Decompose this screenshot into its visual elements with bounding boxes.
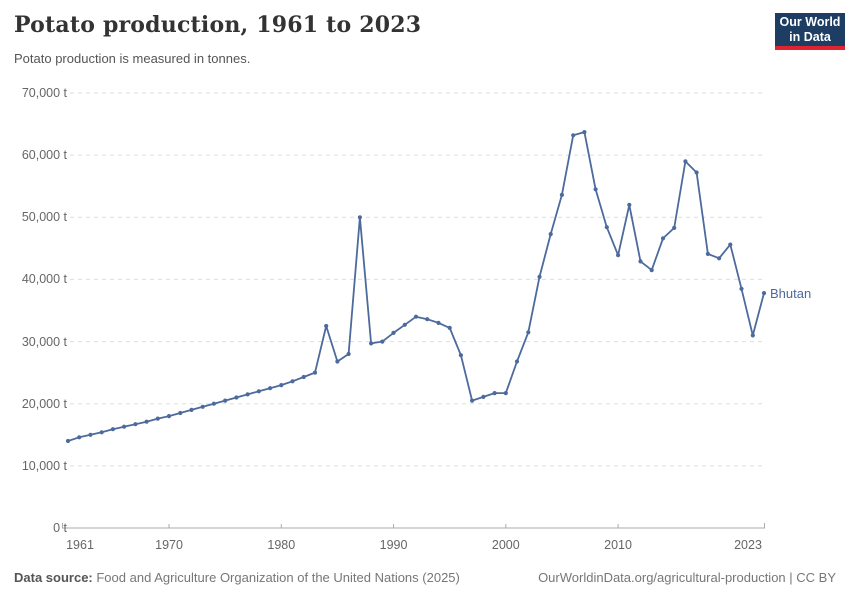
x-axis-tick-label: 2000	[491, 538, 520, 552]
data-point	[110, 427, 115, 432]
data-point	[458, 353, 463, 358]
data-source-label: Data source:	[14, 570, 93, 585]
data-point	[649, 268, 654, 273]
data-point	[638, 259, 643, 264]
data-point	[481, 394, 486, 399]
data-point	[627, 202, 632, 207]
data-point	[178, 410, 183, 416]
data-point	[537, 274, 542, 279]
data-point	[582, 130, 587, 135]
x-axis-tick-label: 1980	[267, 538, 296, 552]
entity-label-bhutan: Bhutan	[770, 286, 812, 302]
data-point	[234, 395, 239, 400]
data-point	[99, 430, 104, 435]
data-point	[514, 359, 520, 364]
data-point	[413, 314, 419, 319]
data-point	[559, 192, 565, 197]
data-point	[447, 325, 452, 330]
x-axis-tick-label: 1970	[155, 538, 183, 552]
x-axis-tick-label: 1990	[379, 538, 408, 552]
data-point	[290, 379, 295, 384]
data-line-bhutan	[67, 131, 765, 442]
data-point	[761, 291, 767, 296]
x-axis-tick-label: 1961	[66, 538, 94, 552]
data-point	[357, 215, 362, 220]
y-axis-tick-label: 20,000 t	[21, 396, 67, 411]
data-point	[470, 398, 475, 403]
data-point	[571, 133, 576, 138]
data-point	[694, 170, 699, 175]
data-point	[672, 225, 677, 230]
y-axis-tick-label: 70,000 t	[21, 86, 67, 100]
data-point	[211, 401, 216, 406]
data-point	[739, 286, 744, 291]
data-point	[526, 330, 531, 335]
data-point	[268, 386, 273, 391]
data-point	[189, 407, 194, 412]
owid-logo-line1: Our World	[779, 15, 841, 29]
data-point	[717, 256, 722, 261]
data-point	[728, 242, 733, 247]
y-axis-tick-label: 0 t	[53, 521, 67, 535]
data-point	[256, 389, 261, 394]
data-point	[660, 236, 666, 241]
x-axis-tick-label: 2010	[604, 538, 632, 552]
data-point	[223, 398, 228, 403]
y-axis-tick-label: 30,000 t	[21, 334, 67, 349]
chart-subtitle: Potato production is measured in tonnes.	[14, 51, 251, 66]
data-point	[380, 339, 385, 344]
y-axis-tick-label: 40,000 t	[21, 272, 67, 287]
data-point	[65, 438, 71, 444]
owid-citation-link[interactable]: OurWorldinData.org/agricultural-producti…	[538, 570, 836, 585]
data-point	[604, 225, 609, 230]
data-point	[402, 322, 407, 327]
data-point	[77, 435, 82, 440]
data-point	[245, 392, 250, 397]
data-point	[391, 330, 396, 335]
data-point	[425, 317, 430, 322]
y-axis-tick-label: 10,000 t	[21, 458, 67, 473]
data-source-text: Food and Agriculture Organization of the…	[92, 570, 460, 585]
data-point	[133, 422, 138, 427]
data-point	[369, 341, 374, 346]
x-axis-tick-label: 2023	[734, 538, 762, 552]
data-source-note: Data source: Food and Agriculture Organi…	[14, 570, 460, 585]
y-axis-tick-label: 50,000 t	[21, 210, 67, 225]
data-point	[155, 416, 160, 421]
data-point	[166, 414, 172, 419]
data-point	[335, 359, 340, 364]
y-axis-tick-label: 60,000 t	[21, 148, 67, 163]
data-point	[616, 253, 621, 258]
data-point	[312, 370, 318, 375]
owid-logo[interactable]: Our World in Data	[775, 13, 845, 50]
data-point	[492, 391, 497, 396]
data-point	[279, 383, 284, 388]
data-point	[144, 419, 149, 424]
owid-logo-line2: in Data	[789, 29, 831, 44]
data-point	[436, 320, 441, 325]
data-point	[503, 391, 508, 396]
data-point	[122, 424, 127, 429]
data-point	[548, 232, 553, 237]
data-point	[200, 404, 205, 409]
data-point	[324, 323, 329, 329]
data-point	[593, 187, 598, 192]
data-point	[705, 251, 711, 256]
data-point	[683, 159, 688, 164]
data-point	[301, 374, 306, 380]
chart-title: Potato production, 1961 to 2023	[14, 12, 422, 38]
data-point	[88, 432, 93, 437]
data-point	[750, 333, 755, 338]
data-point	[346, 351, 351, 357]
